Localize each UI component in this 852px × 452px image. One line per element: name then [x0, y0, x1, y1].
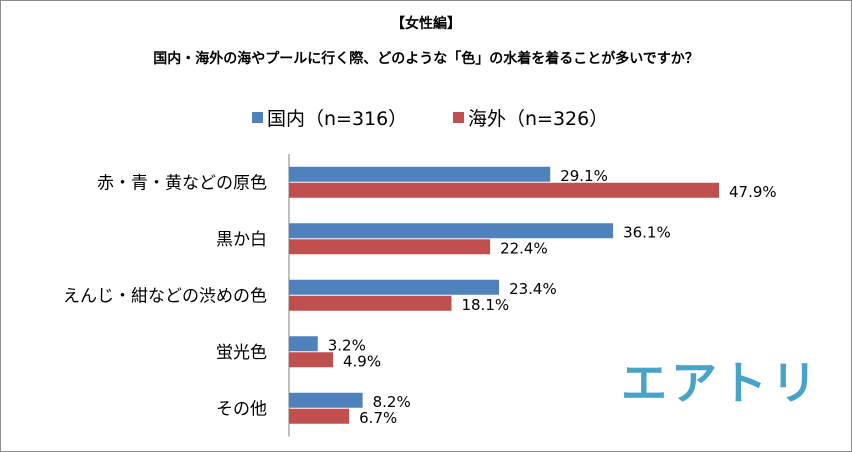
category-label: 赤・青・黄などの原色	[97, 173, 267, 193]
bar-domestic	[289, 279, 500, 295]
category-label: えんじ・紺などの渋めの色	[63, 286, 267, 306]
data-label: 47.9%	[729, 183, 777, 201]
category-label: その他	[216, 399, 267, 419]
logo-text: エアトリ	[621, 356, 821, 410]
bar-domestic	[289, 166, 551, 182]
bar-domestic	[289, 223, 614, 239]
bar-overseas	[289, 239, 491, 255]
data-label: 36.1%	[623, 223, 671, 241]
data-label: 3.2%	[328, 336, 366, 354]
chart-subtitle: 【女性編】	[391, 15, 461, 32]
data-label: 18.1%	[461, 296, 509, 314]
bar-overseas	[289, 352, 333, 368]
legend-label-domestic: 国内（n=316）	[267, 108, 407, 130]
data-label: 4.9%	[343, 352, 381, 370]
data-label: 22.4%	[500, 239, 548, 257]
legend-swatch-domestic	[252, 112, 263, 123]
data-label: 23.4%	[509, 280, 557, 298]
chart-title: 国内・海外の海やプールに行く際、どのような「色」の水着を着ることが多いですか？	[153, 50, 699, 67]
bar-overseas	[289, 408, 350, 424]
category-label: 黒か白	[216, 230, 267, 250]
legend-label-overseas: 海外（n=326）	[468, 108, 608, 130]
bar-domestic	[289, 336, 318, 352]
bar-overseas	[289, 295, 452, 311]
bar-overseas	[289, 182, 719, 198]
legend: 国内（n=316） 海外（n=326）	[252, 108, 608, 130]
bar-domestic	[289, 392, 363, 408]
plot-area: 赤・青・黄などの原色 29.1% 47.9% 黒か白 36.1% 22.4% えんじ・紺など…	[63, 154, 777, 437]
legend-swatch-overseas	[453, 112, 464, 123]
data-label: 29.1%	[560, 167, 608, 185]
data-label: 6.7%	[359, 409, 397, 427]
airtrip-logo: エアトリ	[621, 356, 821, 410]
category-label: 蛍光色	[216, 343, 267, 363]
data-label: 8.2%	[373, 393, 411, 411]
